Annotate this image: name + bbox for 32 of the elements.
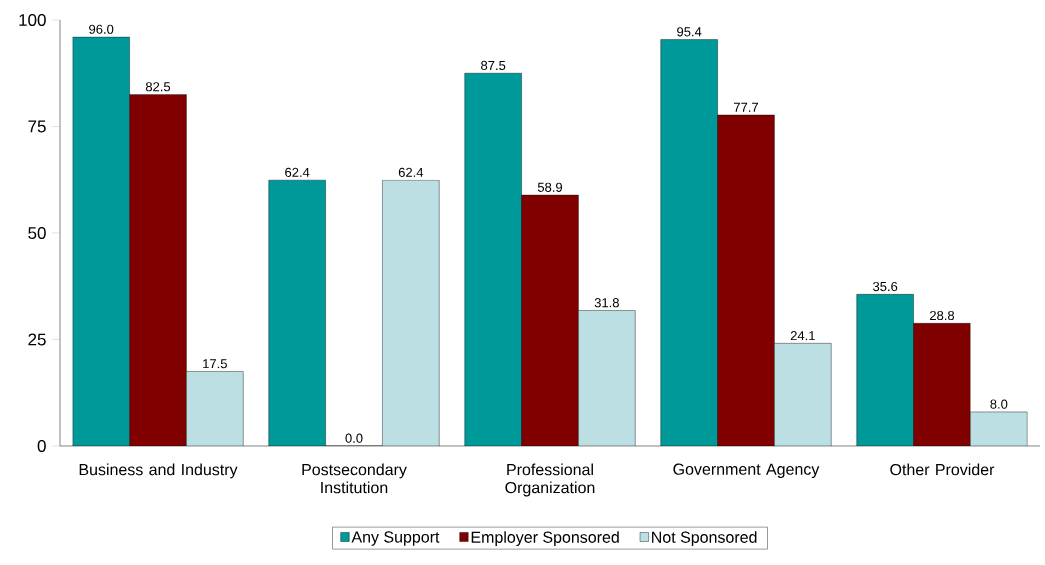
legend-label: Not Sponsored	[652, 531, 757, 547]
x-tick-label: Business and Industry	[79, 463, 238, 479]
data-label: 62.4	[285, 167, 310, 177]
data-label: 35.6	[873, 281, 898, 292]
data-label: 24.1	[790, 331, 815, 341]
data-label: 28.8	[930, 310, 955, 321]
y-tick-label: 25	[28, 333, 46, 346]
legend-label: Any Support	[351, 531, 440, 546]
data-label: 82.5	[145, 82, 171, 92]
x-tick-label: Government Agency	[673, 463, 820, 479]
y-tick-label: 100	[19, 13, 46, 27]
y-tick-label: 0	[37, 439, 46, 453]
data-label: 96.0	[89, 24, 114, 34]
x-tick-label: Other Provider	[890, 463, 995, 476]
bar	[521, 194, 579, 446]
data-label: 0.0	[345, 433, 363, 443]
data-label: 62.4	[398, 167, 424, 177]
y-tick-label: 50	[28, 226, 46, 240]
bar	[913, 323, 971, 446]
x-tick-label: Professional Organization	[505, 463, 595, 497]
bar	[717, 114, 775, 446]
data-label: 8.0	[990, 399, 1008, 409]
data-label: 17.5	[203, 359, 227, 369]
data-label: 58.9	[537, 182, 563, 192]
data-label: 87.5	[481, 60, 506, 71]
bar	[129, 94, 187, 446]
y-tick-label: 75	[28, 120, 46, 133]
data-label: 31.8	[594, 298, 619, 308]
legend-label: Employer Sponsored	[471, 531, 619, 547]
data-label: 95.4	[677, 27, 702, 37]
data-label: 77.7	[734, 102, 758, 112]
x-tick-label: Postsecondary Institution	[302, 463, 407, 494]
